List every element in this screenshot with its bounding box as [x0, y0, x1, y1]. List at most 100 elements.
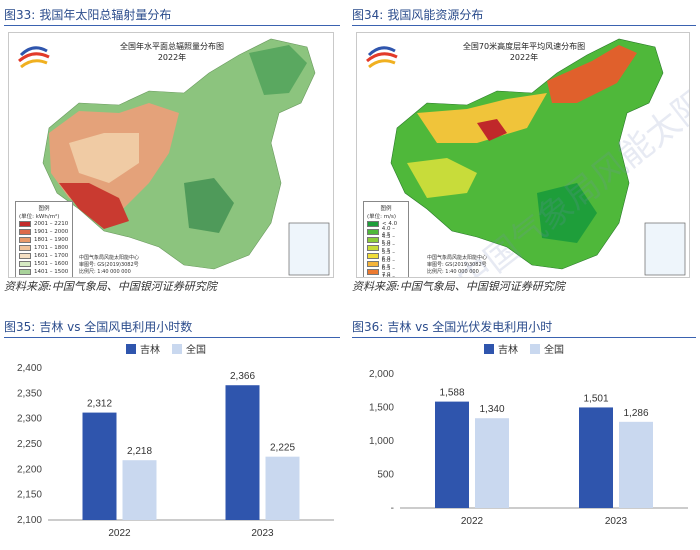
solar-legend-swatch — [19, 269, 31, 275]
figure-34-number: 图34: — [352, 8, 384, 22]
solar-legend-item: 1601 – 1700 — [19, 252, 69, 260]
bar-吉林-2023 — [225, 385, 260, 520]
solar-legend-swatch — [19, 245, 31, 251]
x-tick-label: 2023 — [605, 516, 628, 527]
legend-label-全国: 全国 — [186, 343, 206, 356]
wind-legend-swatch — [367, 269, 379, 275]
legend-swatch-吉林 — [484, 344, 494, 354]
legend-label-吉林: 吉林 — [498, 343, 518, 356]
figure-34-title-text: 我国风能资源分布 — [387, 8, 484, 22]
wind-legend-label: < 4.0 — [382, 221, 398, 227]
data-label-吉林-2023: 1,501 — [583, 393, 608, 404]
legend-label-全国: 全国 — [544, 343, 564, 356]
y-tick-label: 500 — [377, 470, 394, 481]
bar-全国-2023 — [265, 456, 300, 520]
wind-map-credit: 中国气象局风能太阳能中心 审图号: GS(2019)3082号 比例尺: 1:4… — [427, 255, 487, 276]
figure-34-title: 图34: 我国风能资源分布 — [352, 4, 696, 26]
wind-resource-map: 全国70米高度层年平均风速分布图 2022年 中国气象局风能太阳能中心 图例 (… — [356, 32, 690, 278]
northeast-zone — [249, 45, 307, 95]
solar-legend-item: 1801 – 1900 — [19, 236, 69, 244]
wind-legend-item: 4.5 – 5.0 — [367, 234, 405, 246]
x-tick-label: 2022 — [108, 528, 131, 539]
solar-hours-chart: 吉林 全国 - 500 1,000 1,500 2,000 1,588 1,340 2022 1,5… — [369, 343, 688, 527]
wind-hours-chart: 吉林 全国 2,100 2,150 2,200 2,250 2,300 2,350 2,400 2… — [17, 343, 334, 539]
wind-legend-title: 图例 — [380, 206, 392, 212]
wind-plateau-zone — [407, 158, 477, 198]
wind-legend-swatch — [367, 221, 379, 227]
solar-legend-item: 2001 – 2210 — [19, 220, 69, 228]
wind-legend-unit: (单位: m/s) — [367, 214, 396, 220]
figure-34-panel: 图34:我国风能资源分布 全国70米高度层年平均风速分布图 2022年 中国气象… — [352, 4, 696, 294]
wind-legend-swatch — [367, 237, 379, 243]
solar-legend-label: 1401 – 1500 — [34, 269, 69, 275]
solar-legend-label: 1501 – 1600 — [34, 261, 69, 267]
y-tick-label: 2,200 — [17, 464, 42, 475]
solar-credit-scale: 比例尺: 1:40 000 000 — [79, 269, 131, 275]
x-tick-label: 2022 — [461, 516, 484, 527]
solar-legend-swatch — [19, 229, 31, 235]
figure-35-title-text: 吉林 vs 全国风电利用小时数 — [39, 320, 193, 334]
y-tick-label: - — [391, 503, 394, 514]
data-label-全国-2023: 2,225 — [270, 443, 295, 454]
wind-legend-item: 6.5 – 7.0 — [367, 266, 405, 278]
bar-全国-2022 — [122, 460, 157, 520]
wind-legend-label: 6.0 – 6.5 — [381, 258, 396, 270]
bar-吉林-2022 — [82, 412, 117, 520]
solar-map-credit: 中国气象局风能太阳能中心 审图号: GS(2019)3082号 比例尺: 1:4… — [79, 255, 139, 276]
wind-legend-label: 7.0 – 7.5 — [381, 274, 396, 278]
y-tick-label: 2,250 — [17, 439, 42, 450]
solar-legend-item: 1401 – 1500 — [19, 268, 69, 276]
solar-map-year: 2022年 — [158, 52, 186, 62]
wind-legend-item: 4.0 – 4.5 — [367, 226, 405, 238]
solar-credit-no: 审图号: GS(2019)3082号 — [79, 262, 139, 268]
bar-全国-2023 — [619, 421, 653, 508]
mid-radiation-zone — [69, 133, 139, 183]
wind-map-title: 全国70米高度层年平均风速分布图 — [463, 41, 585, 51]
wind-legend-item: 7.0 – 7.5 — [367, 274, 405, 278]
figure-33-panel: 图33: 我国年太阳总辐射量分布 全国年水平面总辐照量分布图 2022年 图例 — [4, 4, 340, 294]
south-sea-inset — [288, 222, 330, 276]
wind-legend-label: 6.5 – 7.0 — [381, 266, 396, 278]
figure-33-source: 资料来源:中国气象局、中国银河证券研究院 — [4, 280, 217, 293]
solar-legend-swatch — [19, 221, 31, 227]
data-label-吉林-2022: 1,588 — [439, 388, 464, 399]
solar-legend-label: 1801 – 1900 — [34, 237, 69, 243]
wind-high-zone-north — [547, 45, 637, 103]
figure-33-title: 图33: 我国年太阳总辐射量分布 — [4, 4, 340, 26]
figure-35-title: 图35: 吉林 vs 全国风电利用小时数 — [4, 316, 340, 338]
bar-吉林-2023 — [579, 407, 613, 508]
solar-legend-rows: 2001 – 2210 1901 – 2000 1801 – 1900 1701 – … — [19, 220, 69, 277]
wind-legend-label: 5.5 – 6.0 — [381, 250, 396, 262]
wind-legend-label: 4.0 – 4.5 — [381, 226, 396, 238]
wind-credit-org: 中国气象局风能太阳能中心 — [427, 255, 488, 261]
y-tick-label: 2,150 — [17, 490, 42, 501]
y-tick-label: 2,400 — [17, 363, 42, 374]
data-label-全国-2022: 2,218 — [127, 446, 152, 457]
wind-legend-swatch — [367, 229, 379, 235]
highest-radiation-zone — [59, 183, 129, 229]
wind-legend-swatch — [367, 253, 379, 259]
solar-legend-swatch — [19, 253, 31, 259]
figure-34-source: 资料来源:中国气象局、中国银河证券研究院 — [352, 280, 565, 293]
wind-map-graphic: 全国70米高度层年平均风速分布图 2022年 — [366, 38, 686, 276]
legend-label-吉林: 吉林 — [140, 343, 160, 356]
wind-legend-rows: < 4.0 4.0 – 4.5 4.5 – 5.0 5.0 – 5.5 5.5 – 6.… — [367, 220, 405, 278]
figure-36-panel: 图36: 吉林 vs 全国光伏发电利用小时 吉林 全国 - 500 1,000 1,500 2… — [352, 316, 696, 546]
figure-35-number: 图35: — [4, 320, 36, 334]
data-label-吉林-2022: 2,312 — [87, 399, 112, 410]
y-tick-label: 2,100 — [17, 515, 42, 526]
wind-credit-no: 审图号: GS(2019)3082号 — [427, 262, 487, 268]
y-tick-label: 1,500 — [369, 403, 394, 414]
solar-legend-swatch — [19, 261, 31, 267]
data-label-吉林-2023: 2,366 — [230, 371, 255, 382]
figure-33-number: 图33: — [4, 8, 36, 22]
data-label-全国-2023: 1,286 — [623, 408, 648, 419]
y-tick-label: 2,000 — [369, 369, 394, 380]
solar-legend-label: 2001 – 2210 — [34, 221, 69, 227]
wind-credit-scale: 比例尺: 1:40 000 000 — [427, 269, 479, 275]
figure-33-title-text: 我国年太阳总辐射量分布 — [39, 8, 172, 22]
solar-credit-org: 中国气象局风能太阳能中心 — [79, 255, 140, 261]
wind-legend-item: 6.0 – 6.5 — [367, 258, 405, 270]
solar-legend: 图例 (单位: kWh/m²) 2001 – 2210 1901 – 2000 18… — [15, 201, 73, 277]
wind-legend-label: 4.5 – 5.0 — [381, 234, 396, 246]
